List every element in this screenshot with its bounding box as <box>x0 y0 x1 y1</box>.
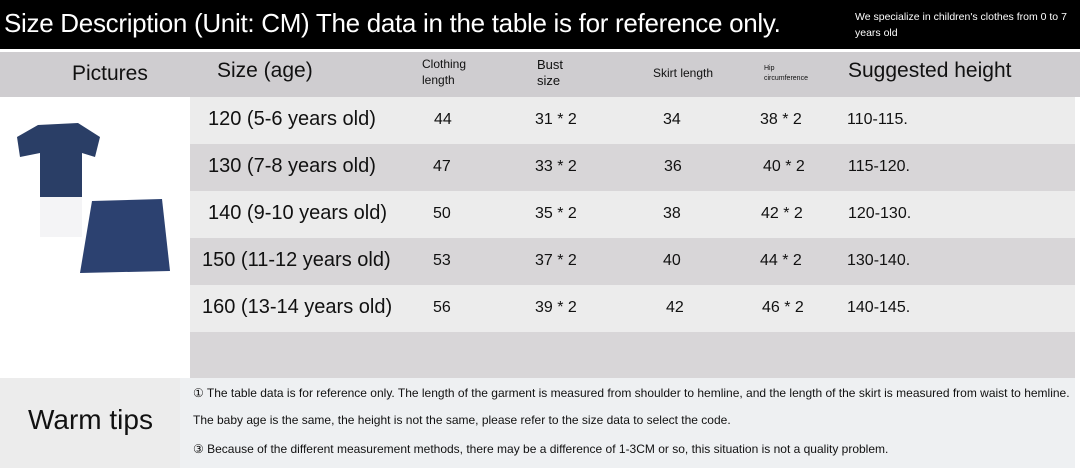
size-cell: 160 (13-14 years old) <box>202 296 393 318</box>
bust-cell: 37 * 2 <box>535 252 577 269</box>
size-cell: 130 (7-8 years old) <box>208 155 376 177</box>
col-skirt-length: Skirt length <box>653 66 714 80</box>
skirt-cell: 38 <box>663 205 681 222</box>
tips-panel <box>180 378 1075 468</box>
col-bust-size: Bust size <box>537 57 564 88</box>
height-cell: 115-120. <box>848 158 910 175</box>
tip-2: The baby age is the same, the height is … <box>193 413 731 427</box>
col-clothing-length: Clothing length <box>422 57 467 87</box>
tip-1: ① The table data is for reference only. … <box>193 386 1070 400</box>
bust-cell: 33 * 2 <box>535 158 577 175</box>
warm-tips: Warm tips ① The table data is for refere… <box>0 378 1075 468</box>
bust-cell: 35 * 2 <box>535 205 577 222</box>
warm-tips-label: Warm tips <box>28 404 153 435</box>
tshirt-skirt-image <box>17 123 170 273</box>
col-suggested-height: Suggested height <box>848 59 1012 82</box>
height-cell: 110-115. <box>847 111 908 128</box>
skirt-cell: 36 <box>664 158 682 175</box>
hip-cell: 42 * 2 <box>761 205 803 222</box>
height-cell: 130-140. <box>847 252 911 269</box>
table-row: 130 (7-8 years old) 47 33 * 2 36 40 * 2 … <box>190 144 1075 191</box>
clothing-cell: 53 <box>433 252 451 269</box>
hip-cell: 38 * 2 <box>760 111 802 128</box>
tip-3: ③ Because of the different measurement m… <box>193 442 889 456</box>
clothing-cell: 56 <box>433 299 451 316</box>
col-size: Size (age) <box>217 59 313 82</box>
height-cell: 140-145. <box>847 299 911 316</box>
col-hip: Hip circumference <box>764 65 808 82</box>
height-cell: 120-130. <box>848 205 912 222</box>
hip-cell: 44 * 2 <box>760 252 802 269</box>
clothing-cell: 47 <box>433 158 451 175</box>
header-note: We specialize in children's clothes from… <box>855 11 1067 39</box>
product-picture <box>0 97 190 378</box>
title-bar: Size Description (Unit: CM) The data in … <box>0 0 1080 49</box>
size-cell: 140 (9-10 years old) <box>208 202 387 224</box>
bust-cell: 31 * 2 <box>535 111 577 128</box>
table-row: 120 (5-6 years old) 44 31 * 2 34 38 * 2 … <box>190 97 1075 144</box>
empty-row <box>190 332 1075 378</box>
table-header: Pictures Size (age) Clothing length Bust… <box>0 52 1080 97</box>
skirt-cell: 40 <box>663 252 681 269</box>
clothing-cell: 44 <box>434 111 452 128</box>
hip-cell: 46 * 2 <box>762 299 804 316</box>
table-row: 150 (11-12 years old) 53 37 * 2 40 44 * … <box>190 238 1075 285</box>
col-pictures: Pictures <box>72 62 148 85</box>
skirt-cell: 42 <box>666 299 684 316</box>
page-title: Size Description (Unit: CM) The data in … <box>4 8 781 38</box>
bust-cell: 39 * 2 <box>535 299 577 316</box>
hip-cell: 40 * 2 <box>763 158 805 175</box>
skirt-cell: 34 <box>663 111 681 128</box>
table-row: 140 (9-10 years old) 50 35 * 2 38 42 * 2… <box>190 191 1075 238</box>
clothing-cell: 50 <box>433 205 451 222</box>
table-row: 160 (13-14 years old) 56 39 * 2 42 46 * … <box>190 285 1075 332</box>
size-cell: 120 (5-6 years old) <box>208 108 376 130</box>
size-cell: 150 (11-12 years old) <box>202 249 391 271</box>
